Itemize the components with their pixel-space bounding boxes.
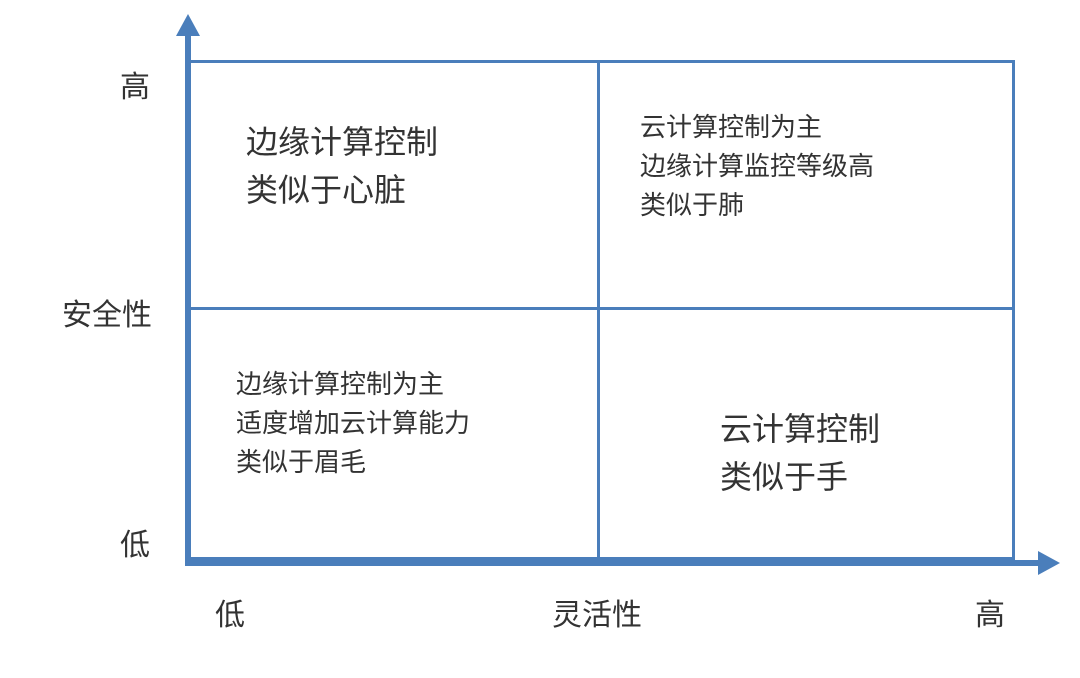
quadrant-bottom-left: 边缘计算控制为主 适度增加云计算能力 类似于眉毛 (188, 307, 600, 560)
x-axis-arrow (1038, 551, 1060, 575)
q-tr-line1: 云计算控制为主 (640, 112, 822, 142)
x-axis-line (185, 560, 1040, 566)
quadrant-bottom-right: 云计算控制 类似于手 (597, 307, 1015, 560)
q-br-line1: 云计算控制 (720, 411, 880, 447)
quadrant-diagram: 边缘计算控制 类似于心脏 云计算控制为主 边缘计算监控等级高 类似于肺 边缘计算… (0, 0, 1080, 678)
quadrant-top-left-text: 边缘计算控制 类似于心脏 (246, 118, 438, 214)
q-tl-line2: 类似于心脏 (246, 172, 406, 208)
quadrant-bottom-left-text: 边缘计算控制为主 适度增加云计算能力 类似于眉毛 (236, 365, 470, 482)
quadrant-bottom-right-text: 云计算控制 类似于手 (720, 405, 880, 501)
q-bl-line1: 边缘计算控制为主 (236, 369, 444, 399)
y-axis-arrow (176, 14, 200, 36)
y-axis-low-label: 低 (120, 520, 150, 564)
q-tl-line1: 边缘计算控制 (246, 124, 438, 160)
quadrant-top-right: 云计算控制为主 边缘计算监控等级高 类似于肺 (597, 60, 1015, 310)
y-axis-title: 安全性 (62, 290, 152, 334)
quadrant-top-right-text: 云计算控制为主 边缘计算监控等级高 类似于肺 (640, 108, 874, 225)
q-bl-line3: 类似于眉毛 (236, 447, 366, 477)
y-axis-high-label: 高 (120, 62, 150, 106)
q-tr-line3: 类似于肺 (640, 190, 744, 220)
x-axis-low-label: 低 (215, 590, 245, 634)
q-bl-line2: 适度增加云计算能力 (236, 408, 470, 438)
q-br-line2: 类似于手 (720, 459, 848, 495)
q-tr-line2: 边缘计算监控等级高 (640, 151, 874, 181)
x-axis-title: 灵活性 (552, 590, 642, 634)
quadrant-top-left: 边缘计算控制 类似于心脏 (188, 60, 600, 310)
x-axis-high-label: 高 (975, 590, 1005, 634)
